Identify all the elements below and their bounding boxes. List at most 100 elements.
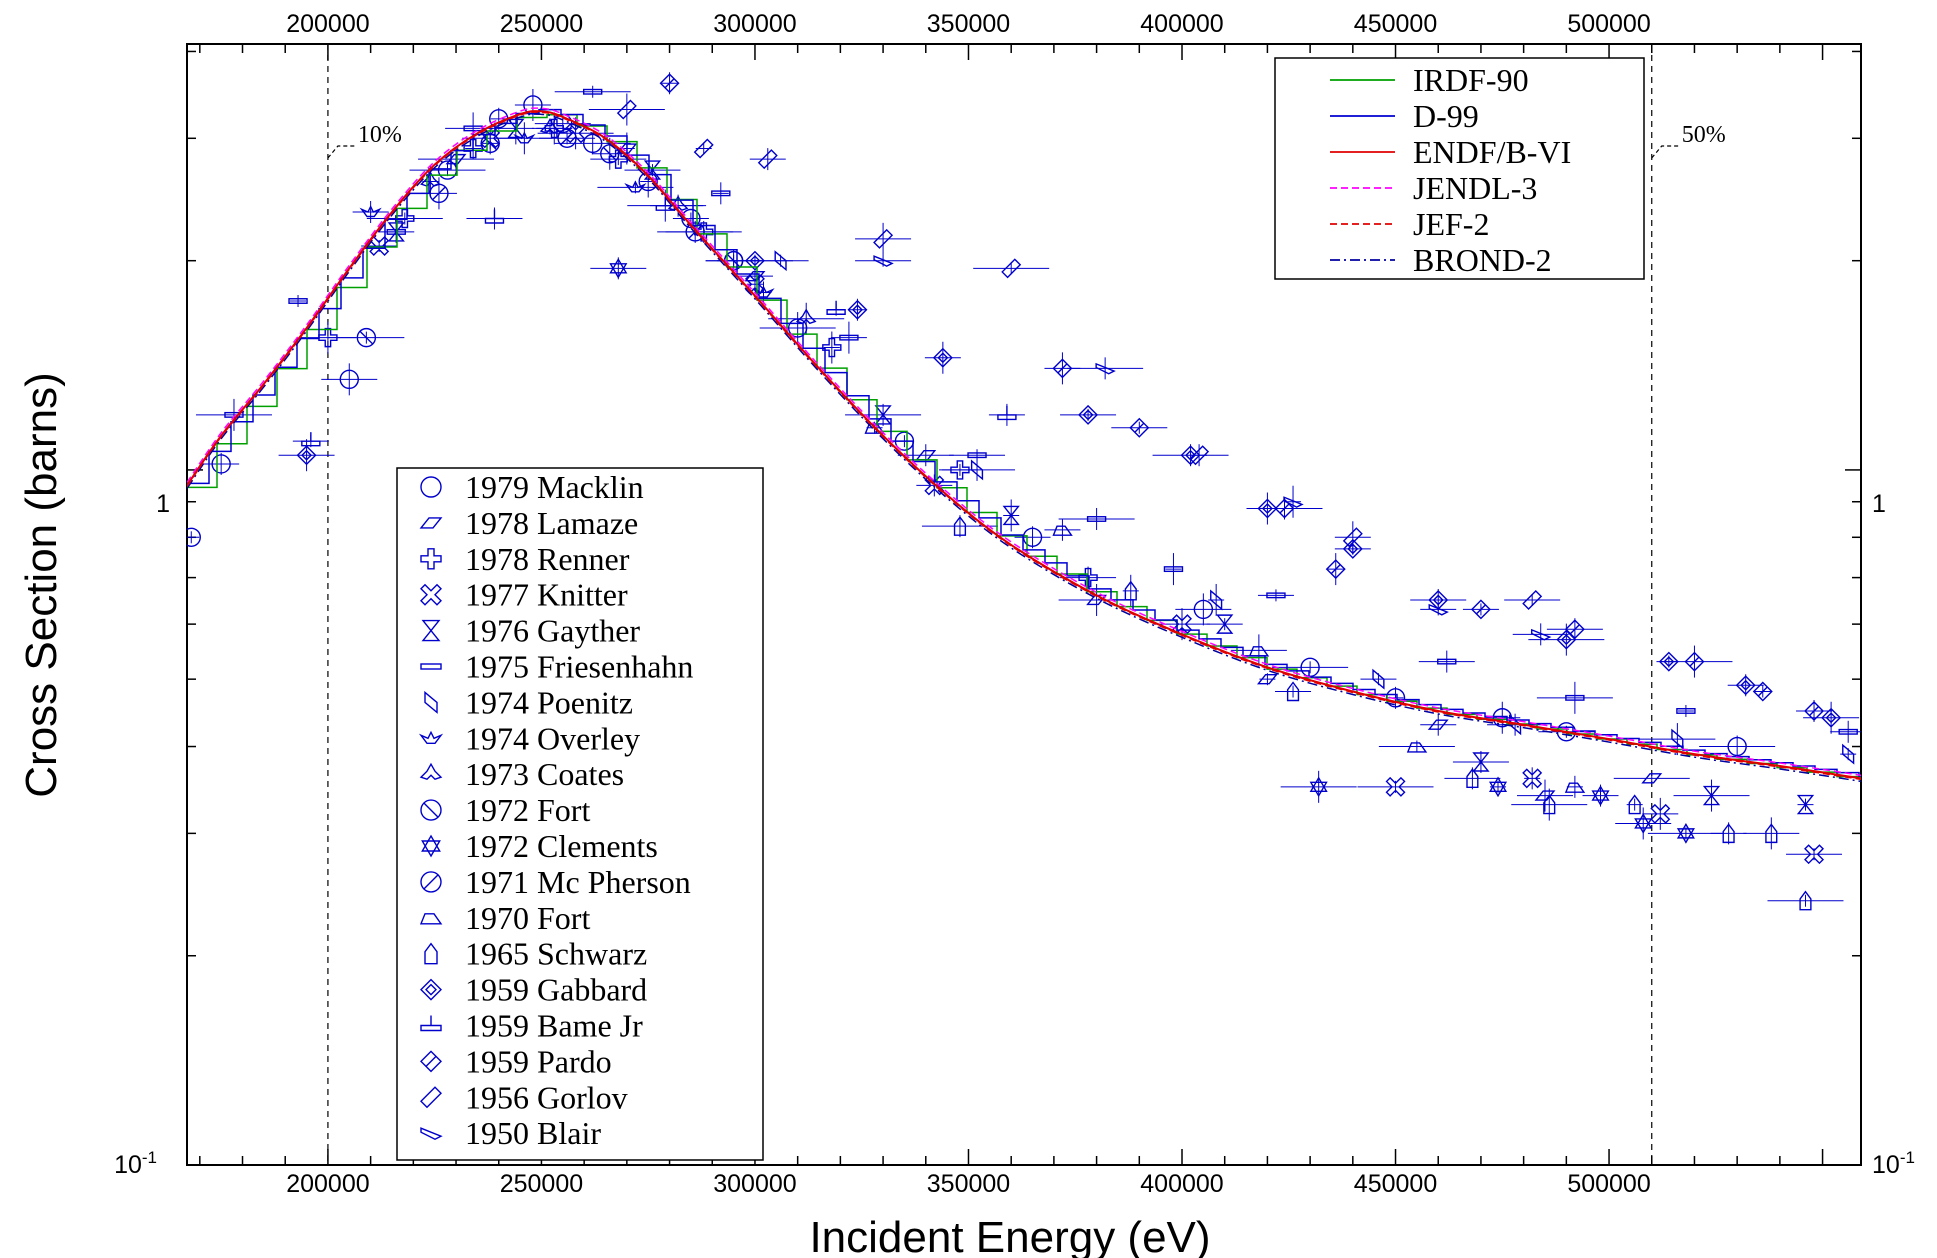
data-point (953, 516, 967, 536)
data-point (1210, 589, 1223, 611)
data-point (1406, 742, 1428, 753)
data-point (839, 334, 859, 341)
data-point (744, 250, 765, 271)
data-point (997, 405, 1017, 421)
x-tick-labels-top: 200000 250000 300000 350000 400000 450000 5000… (286, 10, 1651, 38)
data-point (1342, 527, 1363, 548)
threshold-leader (1651, 145, 1680, 159)
legend-label: JENDL-3 (1413, 170, 1537, 206)
data-point (1427, 719, 1449, 730)
legend-item-evaluation: BROND-2 (1330, 242, 1552, 278)
legend-symbol (420, 1086, 442, 1109)
legend-item-experiment: 1975 Friesenhahn (420, 649, 693, 685)
data-point (1531, 628, 1552, 641)
data-point (873, 255, 894, 267)
legend-label: 1970 Fort (465, 900, 590, 936)
legend-label: 1971 Mc Pherson (465, 864, 691, 900)
legend-label: 1978 Lamaze (465, 505, 638, 541)
y-tick-label-tenth-right: 10-1 (1872, 1148, 1915, 1179)
y-tick-label-1-left: 1 (156, 490, 170, 518)
x-tick-label: 350000 (927, 10, 1010, 38)
data-point (1591, 785, 1610, 806)
data-point (1522, 768, 1543, 789)
data-point (1727, 736, 1747, 757)
x-tick-label: 450000 (1354, 1170, 1437, 1198)
y-tick-exponent: -1 (142, 1148, 157, 1167)
data-point (752, 285, 775, 298)
legend-symbol (420, 476, 442, 498)
data-point (359, 205, 382, 218)
data-point (616, 99, 637, 120)
data-point (693, 138, 714, 159)
legend-item-experiment: 1972 Clements (421, 828, 658, 864)
x-tick-label: 200000 (286, 10, 369, 38)
legend-label: 1978 Renner (465, 541, 630, 577)
data-point (1325, 559, 1346, 580)
data-point (659, 73, 680, 94)
data-point (1437, 658, 1457, 665)
data-point (1684, 651, 1705, 672)
data-point (1676, 708, 1696, 714)
data-point (643, 160, 662, 180)
data-point (1522, 589, 1543, 610)
data-point (1216, 614, 1234, 634)
legend-symbol (420, 548, 442, 570)
legend-item-experiment: 1974 Overley (418, 720, 640, 756)
x-tick-label: 500000 (1567, 1170, 1650, 1198)
legend-item-experiment: 1974 Poenitz (424, 684, 633, 720)
x-tick-label: 250000 (500, 1170, 583, 1198)
experiment-series (855, 254, 1569, 646)
data-point (1735, 675, 1756, 696)
legend-symbol (419, 913, 443, 925)
data-point (1804, 700, 1825, 721)
legend-item-experiment: 1977 Knitter (420, 577, 628, 613)
curve-jendl-3 (187, 107, 1861, 777)
y-tick-label-tenth-left: 10-1 (114, 1148, 157, 1179)
data-point (1796, 794, 1815, 815)
legend-item-experiment: 1970 Fort (419, 900, 590, 936)
legend-label: 1973 Coates (465, 756, 624, 792)
x-tick-label: 350000 (927, 1170, 1010, 1198)
data-point (1309, 776, 1328, 798)
legend-label: 1972 Clements (465, 828, 658, 864)
experiment-series (328, 132, 762, 348)
legend-label: 1959 Bame Jr (465, 1008, 643, 1044)
data-point (826, 300, 846, 315)
data-point (1488, 776, 1508, 798)
data-point (387, 222, 405, 242)
data-point (211, 454, 231, 474)
threshold-leader (327, 145, 356, 159)
threshold-markers: 10% 50% (327, 44, 1726, 1165)
data-point (932, 347, 953, 368)
data-point (970, 459, 984, 481)
legend-label: 1974 Overley (465, 720, 640, 756)
data-point (1821, 707, 1842, 728)
data-point (1078, 404, 1099, 425)
data-point (420, 171, 441, 187)
data-point (711, 190, 731, 197)
legend-item-experiment: 1972 Fort (420, 792, 590, 828)
x-tick-label: 300000 (713, 1170, 796, 1198)
x-tick-label: 400000 (1140, 1170, 1223, 1198)
data-point (1274, 498, 1295, 519)
data-point (356, 327, 377, 348)
curve-d-99 (187, 108, 1861, 777)
legend-symbol (420, 583, 442, 606)
legend-label: 1950 Blair (465, 1115, 601, 1151)
threshold-label: 10% (358, 122, 402, 148)
data-point (1095, 362, 1116, 375)
x-tick-label: 450000 (1354, 10, 1437, 38)
data-point (1534, 790, 1556, 801)
curve-brond-2 (187, 113, 1861, 783)
data-point (1256, 673, 1278, 685)
experimental-data (187, 72, 1861, 911)
data-point (1470, 599, 1491, 620)
y-tick-label-1-right: 1 (1872, 490, 1886, 518)
legend-label: 1979 Macklin (465, 469, 644, 505)
legend-label: IRDF-90 (1413, 62, 1529, 98)
legend-symbol (424, 942, 438, 965)
data-point (582, 88, 603, 95)
experiment-series (292, 189, 1025, 448)
data-point (288, 298, 308, 304)
